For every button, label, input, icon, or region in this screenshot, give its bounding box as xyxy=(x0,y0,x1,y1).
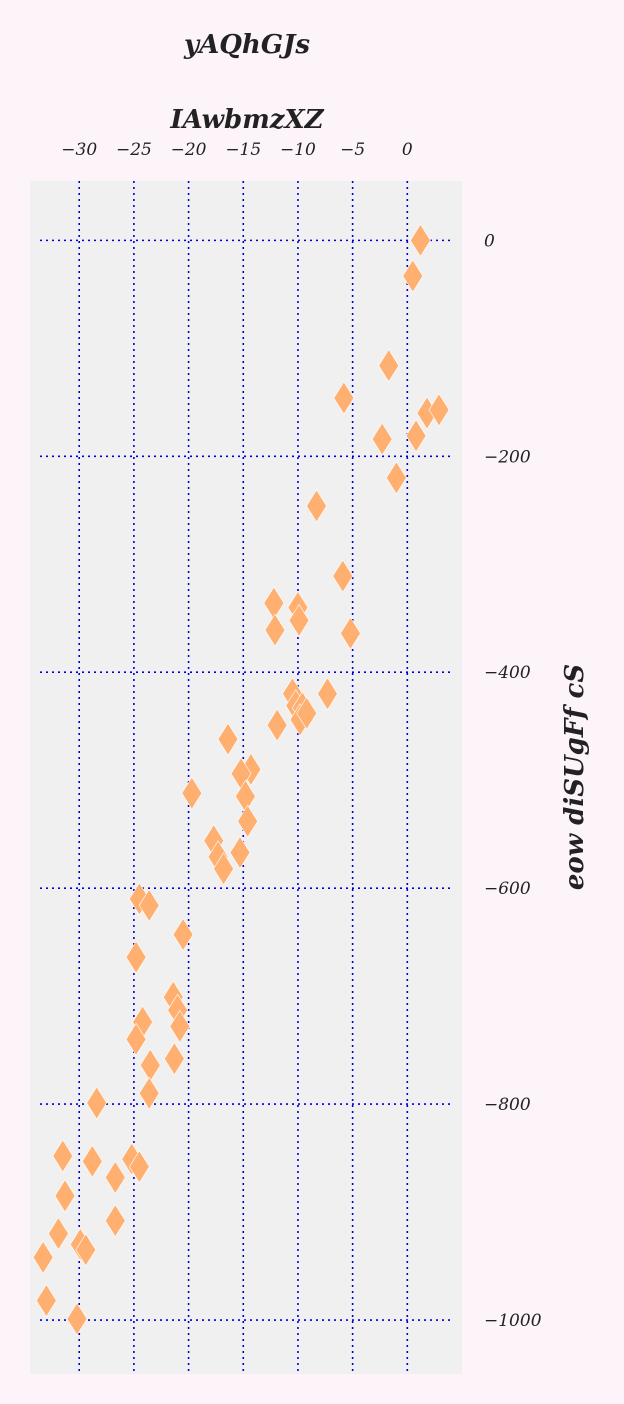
x-tick-label: −20 xyxy=(171,140,207,160)
data-point xyxy=(66,1302,88,1336)
x-tick-label: −30 xyxy=(61,140,97,160)
data-point xyxy=(264,613,286,647)
data-point xyxy=(217,722,239,756)
x-tick-label: 0 xyxy=(402,140,413,160)
data-point xyxy=(104,1160,126,1195)
data-point xyxy=(75,1233,97,1267)
y-tick-labels: 0 −200 −400 −600 −800 −1000 xyxy=(484,231,542,1331)
data-point xyxy=(288,603,310,637)
x-tick-label: −15 xyxy=(225,140,261,160)
data-point xyxy=(48,1217,69,1251)
data-point xyxy=(125,940,147,974)
data-point xyxy=(340,616,361,650)
data-point xyxy=(138,888,160,923)
y-axis-label: eow diSUgFf cS xyxy=(560,664,590,890)
x-tick-labels: −30 −25 −20 −15 −10 −5 0 xyxy=(61,140,413,160)
x-tick-label: −5 xyxy=(340,140,365,160)
y-tick-label: 0 xyxy=(484,231,495,251)
data-point xyxy=(237,804,258,838)
data-point xyxy=(428,393,450,427)
data-point xyxy=(32,1240,54,1274)
data-point xyxy=(410,223,431,257)
data-point xyxy=(296,696,318,730)
x-tick-label: −10 xyxy=(280,140,316,160)
data-point xyxy=(129,1150,150,1184)
grid-lines xyxy=(40,181,452,1374)
data-point xyxy=(164,1042,185,1076)
data-points xyxy=(32,223,450,1336)
data-point xyxy=(36,1284,57,1318)
data-point xyxy=(213,852,234,886)
data-point xyxy=(81,1144,103,1178)
data-point xyxy=(52,1139,74,1173)
data-point xyxy=(54,1179,76,1213)
data-point xyxy=(229,835,251,870)
data-point xyxy=(172,918,194,952)
data-point xyxy=(317,677,338,711)
y-tick-label: −200 xyxy=(484,447,531,467)
data-point xyxy=(181,776,203,810)
x-tick-label: −25 xyxy=(116,140,152,160)
chart-title: yAQhGJs xyxy=(183,30,310,60)
data-point xyxy=(402,259,424,293)
data-point xyxy=(125,1022,147,1056)
data-point xyxy=(86,1086,108,1120)
data-point xyxy=(371,422,393,456)
data-point xyxy=(386,461,407,495)
data-point xyxy=(104,1204,126,1238)
data-point xyxy=(138,1076,160,1110)
data-point xyxy=(378,349,400,383)
data-point xyxy=(169,1009,191,1043)
x-axis-label: IAwbmzXZ xyxy=(169,105,324,135)
y-tick-label: −1000 xyxy=(484,1311,542,1331)
y-tick-label: −600 xyxy=(484,879,531,899)
data-point xyxy=(405,419,427,453)
data-point xyxy=(306,489,327,523)
data-point xyxy=(333,381,355,415)
data-point xyxy=(332,559,354,593)
y-tick-label: −400 xyxy=(484,663,531,683)
data-point xyxy=(266,708,288,742)
y-tick-label: −800 xyxy=(484,1095,531,1115)
